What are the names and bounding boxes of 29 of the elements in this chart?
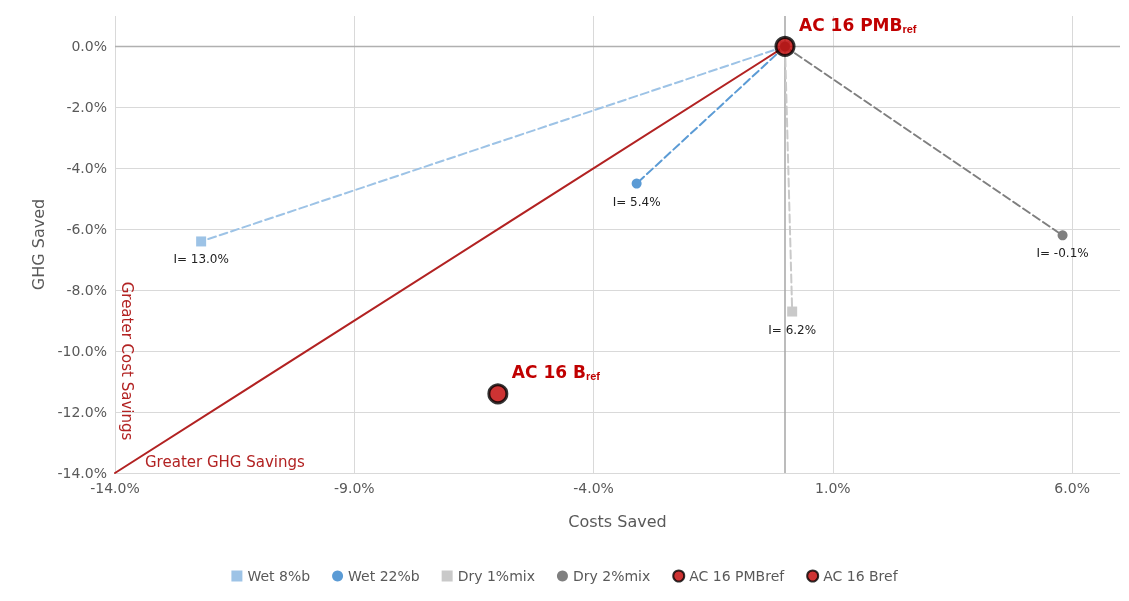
x-tick-label: -14.0% <box>90 480 140 496</box>
y-tick-label: -10.0% <box>57 343 107 360</box>
legend-label: Wet 22%b <box>348 568 420 584</box>
y-tick-label: 0.0% <box>71 38 107 55</box>
y-tick-label: -14.0% <box>57 465 107 481</box>
x-tick-label: 1.0% <box>815 480 851 496</box>
x-tick-label: -4.0% <box>573 480 614 496</box>
legend-label: Dry 2%mix <box>572 568 651 584</box>
legend-label: Dry 1%mix <box>457 568 535 584</box>
x-tick-label: -9.0% <box>333 480 375 496</box>
legend-label: Wet 8%b <box>247 568 311 584</box>
y-tick-label: -6.0% <box>66 221 107 238</box>
annotation: Greater GHG Savings <box>145 452 306 471</box>
y-axis-title: GHG Saved <box>29 198 49 291</box>
x-tick-label: 6.0% <box>1054 480 1090 496</box>
annotation: I= 5.4% <box>612 194 661 209</box>
legend-label: AC 16 PMBref <box>689 568 786 584</box>
y-tick-label: -2.0% <box>66 99 107 116</box>
annotation: AC 16 Bref <box>511 362 601 383</box>
y-tick-label: -4.0% <box>66 160 107 177</box>
legend-label: AC 16 Bref <box>823 568 899 584</box>
annotation: I= -0.1% <box>1036 246 1089 261</box>
annotation: I= 13.0% <box>173 252 229 267</box>
y-tick-label: -8.0% <box>66 282 107 299</box>
annotation: AC 16 PMBref <box>799 14 917 35</box>
x-axis-title: Costs Saved <box>568 511 667 531</box>
annotation: Greater Cost Savings <box>117 281 136 441</box>
annotation: I= 6.2% <box>768 322 817 337</box>
y-tick-label: -12.0% <box>57 404 107 421</box>
